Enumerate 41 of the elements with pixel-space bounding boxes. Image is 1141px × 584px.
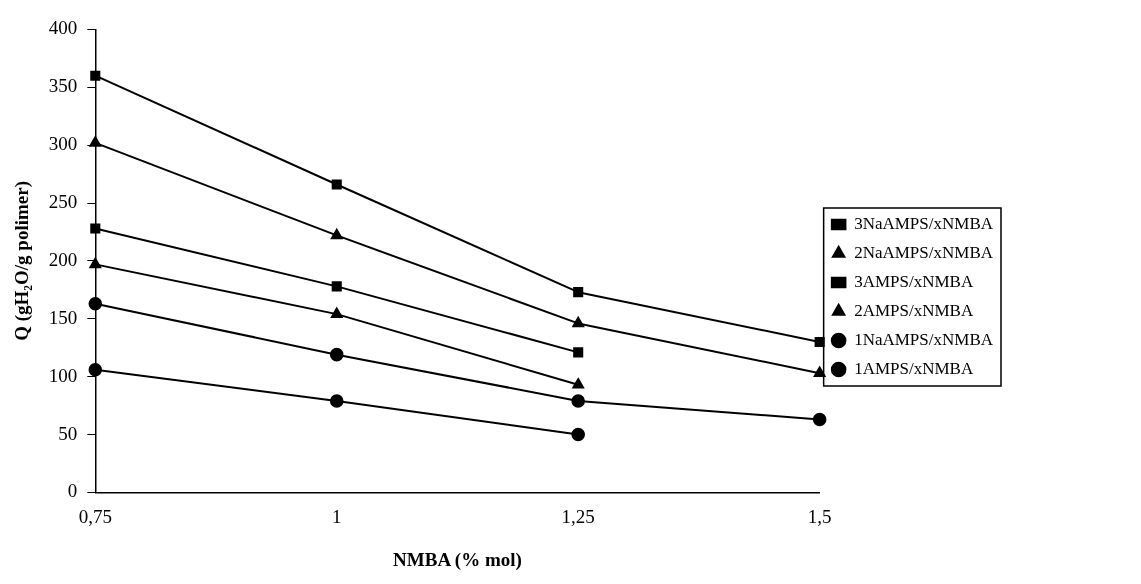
legend-label: 3AMPS/xNMBA xyxy=(854,271,974,291)
y-tick-label: 250 xyxy=(48,191,78,213)
point xyxy=(814,336,825,347)
point xyxy=(331,281,342,292)
y-tick-label: 400 xyxy=(48,17,78,39)
y-tick-label: 300 xyxy=(48,133,78,155)
legend-label: 3NaAMPS/xNMBA xyxy=(854,213,994,233)
point xyxy=(812,412,827,427)
point xyxy=(89,257,102,269)
point xyxy=(571,427,585,442)
y-tick-label: 0 xyxy=(67,480,78,502)
point xyxy=(329,394,344,408)
legend-label: 1AMPS/xNMBA xyxy=(854,358,974,378)
point xyxy=(330,307,343,318)
point xyxy=(90,223,101,234)
point xyxy=(813,366,826,377)
y-tick-label: 50 xyxy=(58,422,78,444)
point xyxy=(572,316,585,328)
legend-label: 1NaAMPS/xNMBA xyxy=(854,329,994,349)
point xyxy=(330,228,343,240)
x-tick-label: 1,5 xyxy=(807,505,832,527)
point xyxy=(88,296,103,311)
point xyxy=(90,70,101,81)
legend-label: 2AMPS/xNMBA xyxy=(854,300,974,320)
point xyxy=(573,347,584,358)
y-tick-label: 350 xyxy=(48,75,78,97)
x-tick-label: 1 xyxy=(332,505,342,527)
y-tick-label: 150 xyxy=(48,306,78,328)
y-tick-label: 100 xyxy=(48,364,78,386)
y-axis-title: Q (gH₂O/g polimer) xyxy=(11,181,34,341)
x-axis-title: NMBA (% mol) xyxy=(393,548,522,571)
point xyxy=(571,394,585,408)
legend-label: 2NaAMPS/xNMBA xyxy=(854,242,994,262)
point xyxy=(572,377,585,389)
point xyxy=(88,362,103,377)
point xyxy=(573,287,584,298)
y-tick-label: 200 xyxy=(48,248,78,270)
x-tick-label: 0,75 xyxy=(78,505,112,527)
x-tick-label: 1,25 xyxy=(561,505,595,527)
point xyxy=(331,179,342,190)
point xyxy=(329,347,344,362)
